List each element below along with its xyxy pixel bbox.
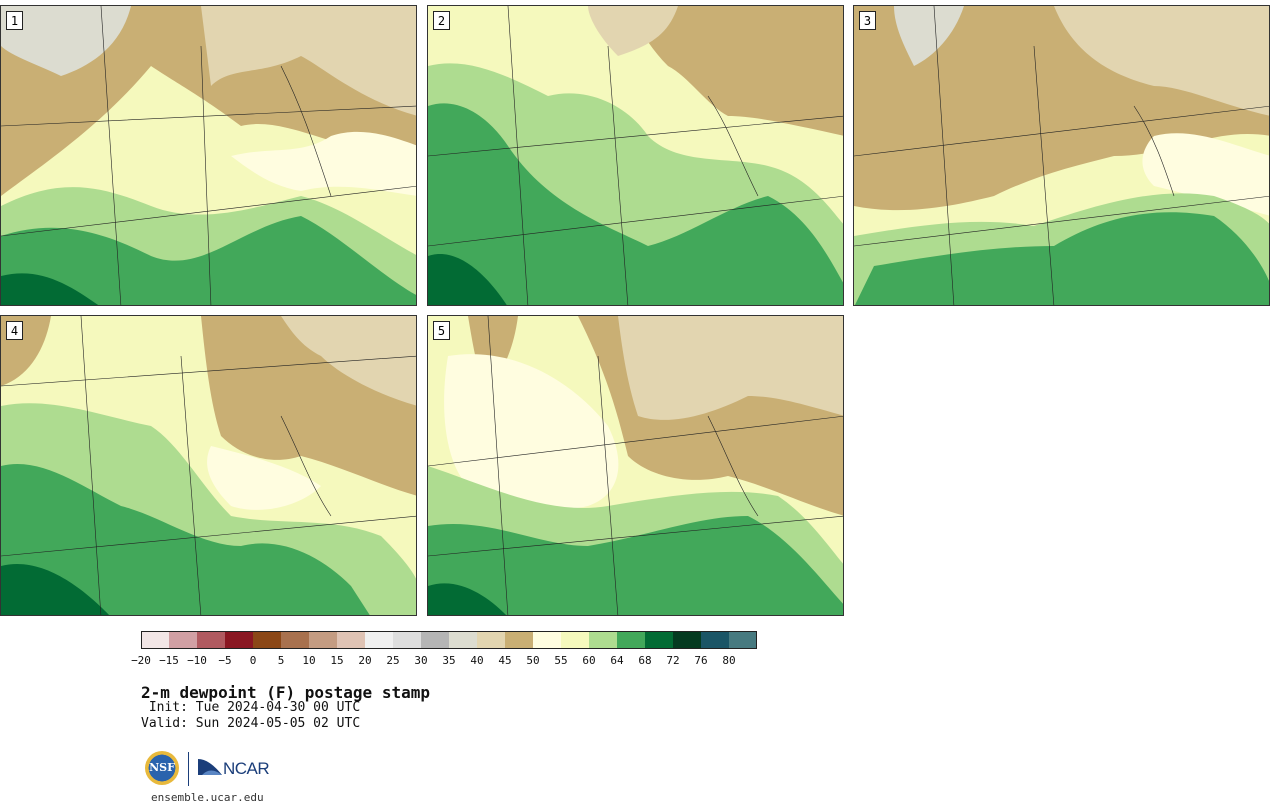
colorbar-tick-label: −15 <box>159 654 179 667</box>
colorbar-tick-label: 76 <box>694 654 708 667</box>
map-panel-5: 5 <box>427 315 844 616</box>
colorbar-swatch <box>533 631 561 649</box>
panel-label: 5 <box>433 321 450 340</box>
website-url: ensemble.ucar.edu <box>151 791 264 804</box>
colorbar-tick-label: 35 <box>442 654 456 667</box>
figure-title: 2-m dewpoint (F) postage stamp <box>141 683 430 702</box>
colorbar-tick-label: 60 <box>582 654 596 667</box>
dewpoint-map <box>428 6 843 305</box>
colorbar-tick-label: 0 <box>249 654 257 667</box>
colorbar-swatch <box>309 631 337 649</box>
map-panel-1: 1 <box>0 5 417 306</box>
colorbar-border <box>141 631 757 649</box>
colorbar-tick-label: 30 <box>414 654 428 667</box>
colorbar-tick-label: 72 <box>666 654 680 667</box>
colorbar-tick-label: 45 <box>498 654 512 667</box>
colorbar-swatch <box>337 631 365 649</box>
colorbar-tick-label: 25 <box>386 654 400 667</box>
panel-label: 1 <box>6 11 23 30</box>
panel-label: 3 <box>859 11 876 30</box>
colorbar-swatch <box>645 631 673 649</box>
ncar-logo-mark <box>198 759 222 775</box>
dewpoint-map <box>854 6 1269 305</box>
colorbar-tick-label: 15 <box>330 654 344 667</box>
colorbar-swatch <box>421 631 449 649</box>
valid-time: Valid: Sun 2024-05-05 02 UTC <box>141 716 361 731</box>
colorbar-swatch <box>449 631 477 649</box>
colorbar-swatch <box>561 631 589 649</box>
colorbar-swatch <box>477 631 505 649</box>
colorbar-tick-label: 10 <box>302 654 316 667</box>
colorbar-swatch <box>141 631 169 649</box>
colorbar-swatch <box>197 631 225 649</box>
colorbar-swatch <box>617 631 645 649</box>
dewpoint-map <box>1 6 416 305</box>
colorbar-tick-label: −5 <box>218 654 232 667</box>
colorbar-swatch <box>701 631 729 649</box>
colorbar-swatch <box>225 631 253 649</box>
colorbar-swatch <box>505 631 533 649</box>
colorbar-swatch <box>673 631 701 649</box>
dewpoint-map <box>428 316 843 615</box>
colorbar-tick-label: 68 <box>638 654 652 667</box>
panel-label: 4 <box>6 321 23 340</box>
colorbar-tick-label: 5 <box>277 654 285 667</box>
colorbar-swatch <box>365 631 393 649</box>
colorbar-tick-label: 64 <box>610 654 624 667</box>
nsf-logo-text: NSF <box>149 761 175 774</box>
init-time: Init: Tue 2024-04-30 00 UTC <box>141 700 361 715</box>
colorbar-tick-label: 20 <box>358 654 372 667</box>
colorbar-swatch <box>393 631 421 649</box>
colorbar-swatch <box>253 631 281 649</box>
colorbar-swatch <box>281 631 309 649</box>
colorbar <box>141 631 757 649</box>
nsf-logo: NSF <box>145 751 179 785</box>
map-panel-2: 2 <box>427 5 844 306</box>
colorbar-tick-label: 40 <box>470 654 484 667</box>
colorbar-tick-label: −20 <box>131 654 151 667</box>
colorbar-swatch <box>729 631 757 649</box>
colorbar-tick-label: 80 <box>722 654 736 667</box>
colorbar-swatch <box>589 631 617 649</box>
dewpoint-map <box>1 316 416 615</box>
colorbar-tick-label: −10 <box>187 654 207 667</box>
logo-divider <box>188 752 189 786</box>
panel-label: 2 <box>433 11 450 30</box>
colorbar-tick-label: 50 <box>526 654 540 667</box>
ncar-logo: NCAR <box>223 759 270 778</box>
colorbar-tick-label: 55 <box>554 654 568 667</box>
map-panel-4: 4 <box>0 315 417 616</box>
colorbar-swatch <box>169 631 197 649</box>
map-panel-3: 3 <box>853 5 1270 306</box>
